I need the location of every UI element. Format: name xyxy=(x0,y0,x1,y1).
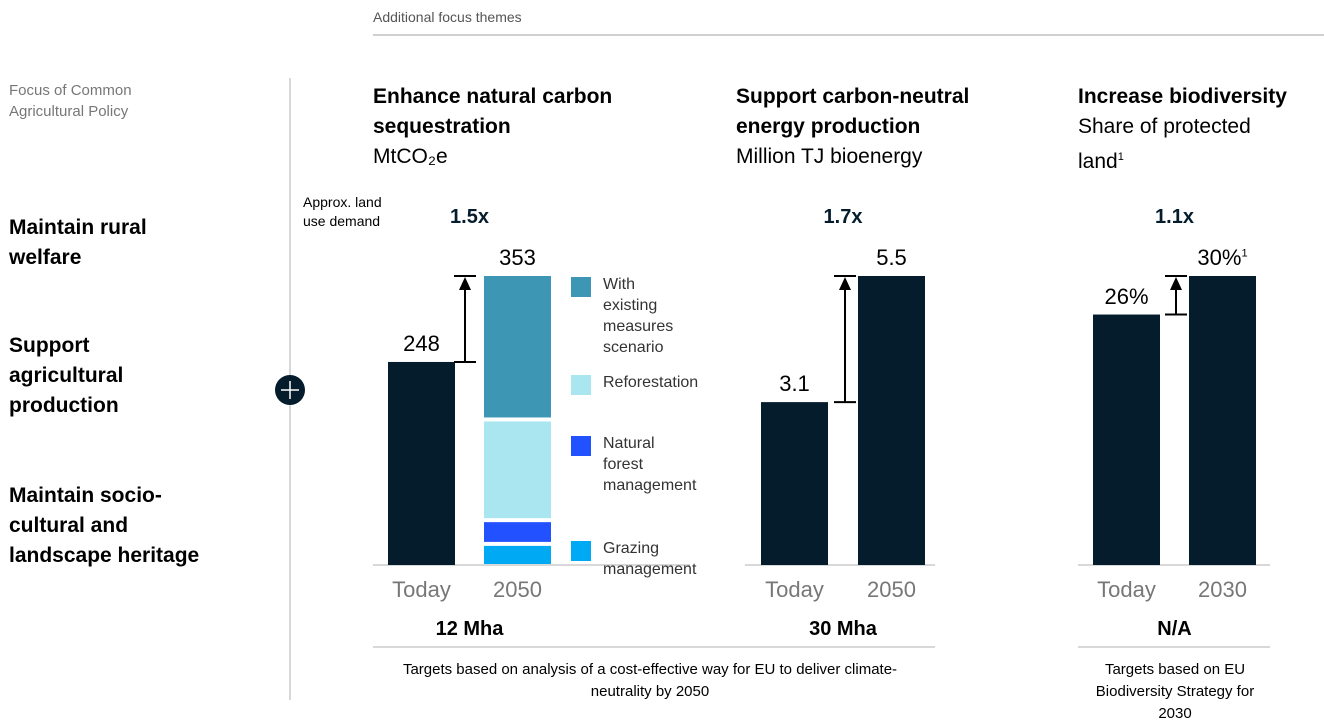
value-label: 3.1 xyxy=(779,371,810,397)
x-tick-label: 2050 xyxy=(867,577,916,602)
chart-subtitle-text: MtCO₂e xyxy=(373,145,448,168)
chart-title: Increase biodiversity xyxy=(1078,85,1287,108)
chart-title: Enhance natural carbon sequestration xyxy=(373,85,613,138)
growth-arrow-head xyxy=(839,277,851,290)
focus-item: Maintain rural welfare xyxy=(9,216,147,269)
legend-swatch xyxy=(571,541,591,561)
note: Targets based on analysis of a cost-effe… xyxy=(402,661,898,700)
bar xyxy=(1093,314,1160,565)
chart-subtitle: MtCO₂e xyxy=(373,142,623,172)
bar-segment xyxy=(484,545,551,564)
focus-item: Maintain socio-cultural and landscape he… xyxy=(9,484,200,567)
x-tick-label: Today xyxy=(765,577,824,602)
value-label: 30%1 xyxy=(1197,245,1248,270)
value-label: 248 xyxy=(403,330,440,356)
x-tick-label: 2030 xyxy=(1198,577,1247,602)
chart-heading: Increase biodiversity Share of protected … xyxy=(1078,82,1293,177)
legend-swatch xyxy=(571,277,591,297)
ratio-label: 1.1x xyxy=(1155,206,1194,228)
left-heading: Focus of Common Agricultural Policy xyxy=(9,82,132,120)
value-label: 353 xyxy=(499,245,536,270)
legend-label: Grazing management xyxy=(603,540,697,578)
ratio-label: 1.7x xyxy=(823,206,863,228)
value-label: 26% xyxy=(1104,283,1149,309)
bar-segment xyxy=(484,276,551,418)
legend-label: Reforestation xyxy=(603,374,699,391)
chart-title: Support carbon-neutral energy production xyxy=(736,85,970,138)
note: Targets based on EU Biodiversity Strateg… xyxy=(1095,661,1255,720)
land-demand: 30 Mha xyxy=(809,618,877,640)
footnote-mark: 1 xyxy=(1241,247,1248,260)
chart-subtitle: Million TJ bioenergy xyxy=(736,142,1011,172)
ratio-label: 1.5x xyxy=(450,206,489,228)
land-demand: N/A xyxy=(1157,618,1192,640)
bar-segment xyxy=(484,421,551,519)
section-label: Additional focus themes xyxy=(373,9,522,25)
growth-arrow-head xyxy=(1170,277,1182,290)
chart-subtitle-text: Million TJ bioenergy xyxy=(736,145,923,168)
bar xyxy=(761,402,828,565)
bar xyxy=(1189,276,1256,565)
footnote-mark: 1 xyxy=(1117,151,1124,163)
x-tick-label: 2050 xyxy=(493,577,542,602)
chart-heading: Support carbon-neutral energy production… xyxy=(736,82,1011,172)
annotation: Approx. land use demand xyxy=(303,194,382,229)
bar xyxy=(858,276,925,565)
chart-subtitle-text: Share of protected land xyxy=(1078,115,1251,173)
legend-label: With existing measures scenario xyxy=(603,276,674,356)
legend-swatch xyxy=(571,436,591,456)
bar-segment xyxy=(484,522,551,542)
x-tick-label: Today xyxy=(1097,577,1156,602)
value-label: 5.5 xyxy=(876,245,907,270)
chart-heading: Enhance natural carbon sequestration MtCO… xyxy=(373,82,623,172)
chart-subtitle: Share of protected land1 xyxy=(1078,112,1293,177)
x-tick-label: Today xyxy=(392,577,451,602)
growth-arrow-head xyxy=(459,277,471,290)
bar xyxy=(388,361,455,565)
focus-item: Support agricultural production xyxy=(9,334,124,417)
legend-label: Natural forest management xyxy=(603,435,697,494)
legend-swatch xyxy=(571,375,591,395)
land-demand: 12 Mha xyxy=(435,618,504,640)
